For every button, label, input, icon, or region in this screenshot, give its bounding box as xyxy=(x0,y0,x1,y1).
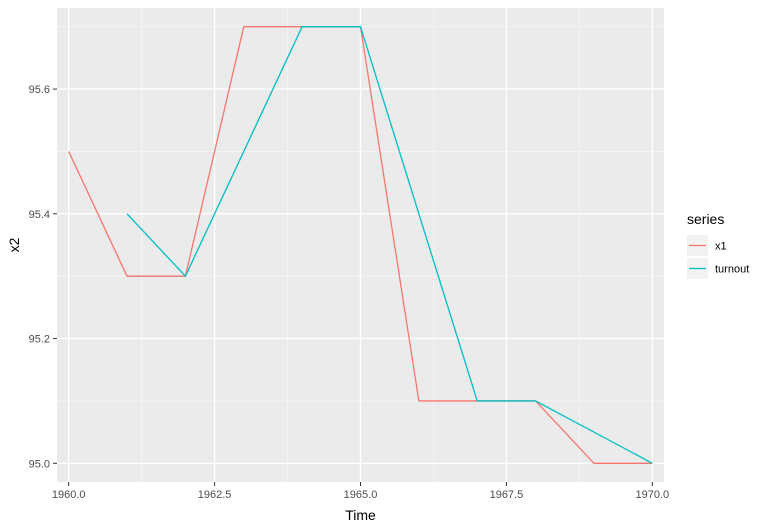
series-lines xyxy=(68,26,653,464)
y-tick-label: 95.0 xyxy=(29,458,50,470)
legend-label-turnout: turnout xyxy=(715,264,749,276)
series-line-turnout xyxy=(126,26,653,464)
y-axis: 95.0 95.2 95.4 95.6 xyxy=(29,84,57,470)
y-tick-label: 95.2 xyxy=(29,334,50,346)
y-axis-title: x2 xyxy=(6,237,22,252)
x-axis-title: Time xyxy=(345,507,376,523)
y-tick-label: 95.4 xyxy=(29,209,50,221)
x-tick-label: 1960.0 xyxy=(52,489,86,501)
legend: series x1 turnout xyxy=(687,211,749,279)
y-tick-label: 95.6 xyxy=(29,84,50,96)
x-axis: 1960.0 1962.5 1965.0 1967.5 1970.0 xyxy=(52,482,669,501)
x-tick-label: 1970.0 xyxy=(635,489,669,501)
x-tick-label: 1965.0 xyxy=(344,489,378,501)
legend-label-x1: x1 xyxy=(715,241,727,253)
legend-title: series xyxy=(687,211,724,227)
x-tick-label: 1962.5 xyxy=(198,489,232,501)
x-tick-label: 1967.5 xyxy=(490,489,524,501)
major-gridlines xyxy=(57,8,664,482)
